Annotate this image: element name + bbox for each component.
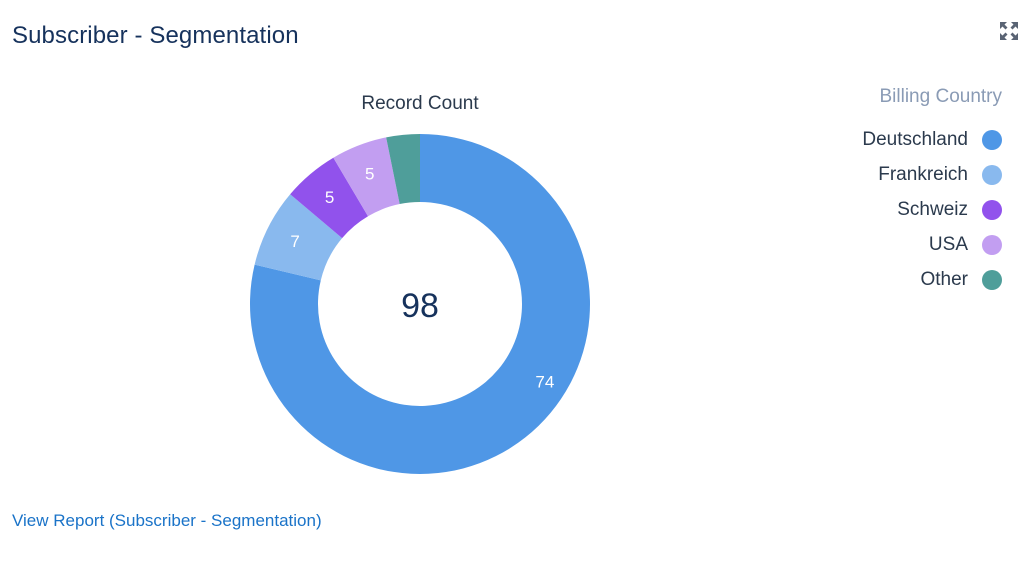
view-report-link[interactable]: View Report (Subscriber - Segmentation)	[12, 511, 322, 530]
slice-label-frankreich: 7	[290, 232, 299, 251]
legend-item-schweiz[interactable]: Schweiz	[862, 192, 1002, 227]
legend: Billing Country Deutschland Frankreich Sch…	[862, 86, 1002, 297]
legend-swatch	[982, 269, 1002, 290]
slice-deutschland[interactable]	[250, 134, 590, 474]
legend-label: Deutschland	[862, 128, 968, 150]
legend-item-deutschland[interactable]: Deutschland	[862, 122, 1002, 157]
legend-label: Schweiz	[897, 198, 968, 220]
legend-swatch	[982, 164, 1002, 185]
card-title: Subscriber - Segmentation	[12, 22, 299, 49]
legend-label: Frankreich	[878, 163, 968, 185]
slice-schweiz[interactable]	[290, 157, 369, 239]
slice-label-schweiz: 5	[325, 188, 334, 207]
slice-other[interactable]	[386, 134, 420, 205]
legend-swatch	[982, 234, 1002, 255]
slice-label-usa: 5	[365, 164, 374, 183]
legend-item-usa[interactable]: USA	[862, 227, 1002, 262]
slice-label-deutschland: 74	[535, 373, 554, 392]
legend-title: Billing Country	[879, 86, 1003, 107]
legend-label: Other	[920, 268, 968, 290]
legend-swatch	[982, 129, 1002, 150]
center-total: 98	[401, 287, 439, 325]
legend-item-other[interactable]: Other	[862, 262, 1002, 297]
legend-swatch	[982, 199, 1002, 220]
legend-label: USA	[928, 233, 968, 255]
donut-chart: Record Count 74 7 5 5 98	[250, 93, 590, 474]
expand-icon[interactable]	[998, 20, 1020, 42]
slice-usa[interactable]	[333, 137, 400, 217]
legend-item-frankreich[interactable]: Frankreich	[862, 157, 1002, 192]
chart-title: Record Count	[361, 93, 479, 114]
slice-frankreich[interactable]	[254, 194, 343, 281]
